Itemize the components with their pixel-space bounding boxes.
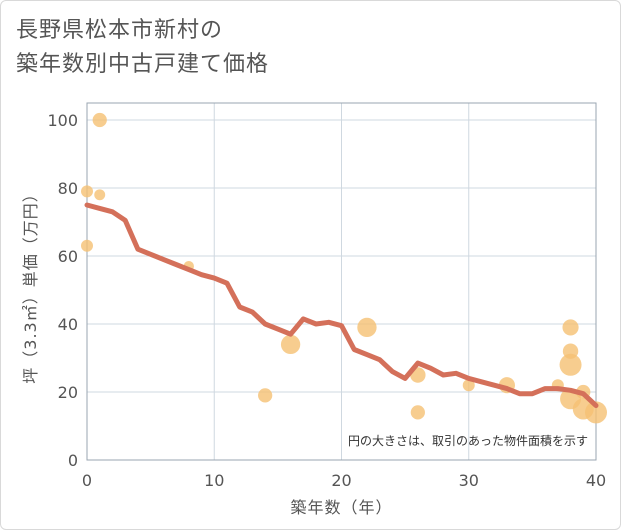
chart-title: 長野県松本市新村の 築年数別中古戸建て価格 bbox=[16, 14, 269, 82]
y-tick-label: 60 bbox=[58, 247, 78, 266]
grid-lines bbox=[87, 103, 596, 460]
bubble-point bbox=[280, 334, 301, 355]
x-tick-labels: 0 10 20 30 40 bbox=[82, 471, 606, 490]
plot-area bbox=[86, 102, 597, 461]
y-tick-label: 0 bbox=[68, 451, 78, 470]
x-tick-label: 0 bbox=[82, 471, 92, 490]
bubble-layer bbox=[81, 112, 607, 424]
x-tick-label: 10 bbox=[204, 471, 224, 490]
bubble-point bbox=[410, 405, 425, 420]
size-annotation: 円の大きさは、取引のあった物件面積を示す bbox=[348, 433, 588, 448]
bubble-point bbox=[559, 353, 582, 376]
y-tick-labels: 0 20 40 60 80 100 bbox=[47, 111, 78, 470]
bubble-point bbox=[92, 112, 107, 128]
x-axis-label: 築年数（年） bbox=[290, 498, 392, 517]
bubble-point bbox=[258, 388, 273, 403]
bubble-point bbox=[357, 317, 377, 338]
chart-title-line-2: 築年数別中古戸建て価格 bbox=[16, 52, 270, 77]
chart-title-line-1: 長野県松本市新村の bbox=[16, 18, 224, 43]
y-tick-label: 80 bbox=[58, 179, 78, 198]
y-tick-label: 20 bbox=[58, 383, 78, 402]
y-tick-label: 40 bbox=[58, 315, 78, 334]
trend-line bbox=[84, 202, 599, 409]
bubble-point bbox=[81, 185, 93, 198]
y-axis-label: 坪（3.3㎡）単価（万円） bbox=[21, 185, 40, 383]
x-tick-label: 20 bbox=[331, 471, 351, 490]
bubble-point bbox=[94, 189, 106, 201]
bubble-point bbox=[462, 379, 475, 392]
bubble-point bbox=[585, 401, 607, 424]
y-tick-label: 100 bbox=[47, 111, 78, 130]
x-tick-label: 40 bbox=[586, 471, 606, 490]
bubble-point bbox=[81, 239, 93, 252]
x-tick-label: 30 bbox=[459, 471, 479, 490]
bubble-point bbox=[562, 319, 579, 336]
